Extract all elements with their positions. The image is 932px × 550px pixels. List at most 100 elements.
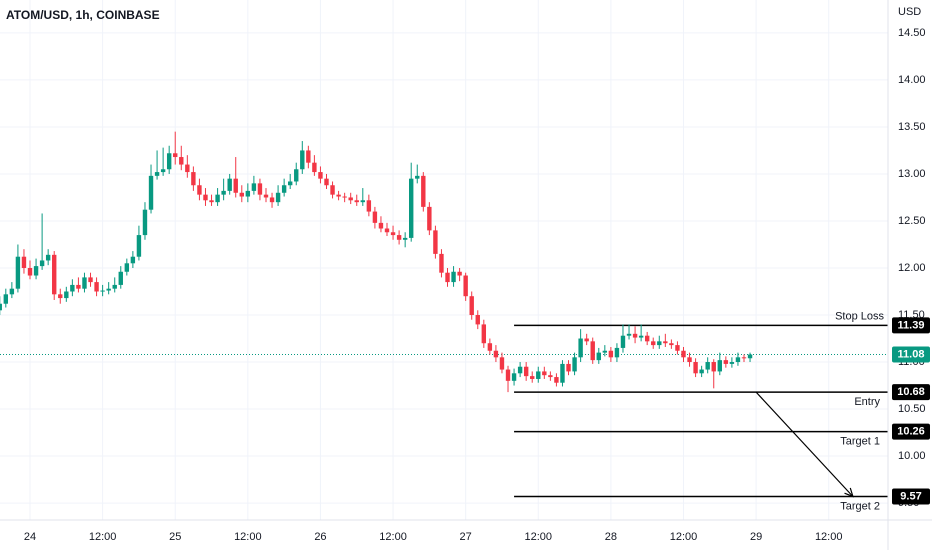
candle-body bbox=[390, 232, 396, 236]
candle-body bbox=[578, 338, 583, 358]
candle-body bbox=[572, 357, 577, 372]
candle-body bbox=[64, 291, 69, 299]
candle-body bbox=[632, 333, 638, 338]
candle-body bbox=[269, 197, 275, 203]
level-price-box bbox=[892, 488, 930, 505]
candle-body bbox=[675, 345, 680, 351]
candle-body bbox=[536, 371, 541, 379]
candle-body bbox=[281, 185, 287, 193]
candle-body bbox=[173, 153, 178, 158]
candle-body bbox=[348, 197, 353, 201]
candle-body bbox=[52, 254, 57, 295]
x-tick-label: 12:00 bbox=[815, 531, 843, 543]
candle-body bbox=[657, 341, 662, 346]
candle-body bbox=[306, 150, 311, 163]
level-price-label: 9.57 bbox=[900, 490, 921, 502]
candle-body bbox=[439, 253, 444, 273]
candle-body bbox=[723, 360, 729, 364]
x-tick-label: 12:00 bbox=[379, 531, 407, 543]
candle-body bbox=[469, 296, 474, 316]
candle-body bbox=[590, 341, 595, 361]
x-tick-label: 12:00 bbox=[670, 531, 698, 543]
candle-body bbox=[336, 194, 341, 197]
arrow-head bbox=[844, 487, 854, 498]
candle-body bbox=[136, 235, 142, 257]
candle-body bbox=[130, 256, 136, 264]
candle-body bbox=[415, 175, 420, 179]
last-price-box bbox=[892, 346, 930, 363]
candle-body bbox=[118, 271, 123, 285]
x-tick-label: 12:00 bbox=[234, 531, 262, 543]
candle-body bbox=[614, 347, 620, 358]
candle-body bbox=[554, 377, 559, 383]
candle-body bbox=[396, 235, 402, 240]
candle-body bbox=[88, 277, 93, 283]
candle-body bbox=[76, 284, 81, 289]
arrow-line bbox=[755, 391, 854, 497]
candle-body bbox=[584, 338, 589, 342]
candle-body bbox=[45, 254, 51, 261]
grid bbox=[0, 0, 888, 520]
candle-body bbox=[209, 200, 214, 203]
candle-body bbox=[354, 200, 359, 203]
candle-body bbox=[257, 183, 263, 195]
x-tick-label: 25 bbox=[169, 531, 181, 543]
y-tick-label: 10.50 bbox=[898, 403, 926, 415]
candle-body bbox=[106, 288, 111, 291]
chart-title: ATOM/USD, 1h, COINBASE bbox=[6, 8, 160, 22]
candle-body bbox=[275, 192, 281, 203]
candle-body bbox=[100, 290, 105, 292]
candle-body bbox=[608, 350, 614, 358]
candle-body bbox=[523, 366, 529, 377]
y-tick-label: 13.00 bbox=[898, 168, 926, 180]
candle-body bbox=[94, 282, 99, 292]
candle-body bbox=[457, 271, 462, 276]
y-tick-label: 12.00 bbox=[898, 262, 926, 274]
candle-body bbox=[366, 200, 372, 212]
candle-body bbox=[626, 333, 632, 336]
candle-body bbox=[185, 164, 190, 173]
x-tick-label: 26 bbox=[314, 531, 326, 543]
x-tick-label: 28 bbox=[605, 531, 617, 543]
candle-body bbox=[0, 303, 2, 311]
candle-body bbox=[378, 222, 384, 229]
candle-body bbox=[445, 272, 450, 283]
candle-body bbox=[517, 366, 523, 374]
candle-body bbox=[245, 190, 251, 197]
level-price-label: 11.39 bbox=[898, 319, 925, 331]
candle-body bbox=[644, 335, 650, 342]
x-tick-label: 27 bbox=[460, 531, 472, 543]
candle-body bbox=[294, 169, 299, 182]
candle-body bbox=[312, 162, 317, 173]
candle-body bbox=[499, 357, 505, 370]
level-label: Stop Loss bbox=[835, 310, 884, 322]
candle-body bbox=[160, 169, 166, 173]
candle-body bbox=[318, 172, 323, 179]
y-tick-label: 10.00 bbox=[898, 450, 926, 462]
candle-body bbox=[681, 350, 686, 358]
candle-body bbox=[511, 373, 517, 381]
candle-body bbox=[735, 357, 741, 363]
candle-body bbox=[372, 211, 378, 223]
y-tick-label: 13.50 bbox=[898, 121, 926, 133]
candle-body bbox=[203, 194, 208, 201]
candle-body bbox=[687, 357, 692, 363]
candle-body bbox=[421, 175, 426, 207]
candle-body bbox=[148, 175, 154, 210]
level-price-box bbox=[892, 384, 930, 401]
candle-body bbox=[239, 192, 244, 197]
level-price-label: 10.68 bbox=[897, 386, 925, 398]
candle-body bbox=[233, 178, 238, 193]
level-price-box bbox=[892, 317, 930, 334]
candle-body bbox=[227, 178, 232, 191]
candle-body bbox=[191, 172, 196, 186]
candle-body bbox=[112, 284, 117, 289]
x-tick-label: 12:00 bbox=[89, 531, 117, 543]
candle-body bbox=[58, 294, 63, 299]
candle-body bbox=[360, 200, 365, 203]
candle-body bbox=[142, 209, 148, 236]
y-tick-label: 14.50 bbox=[898, 27, 926, 39]
candle-body bbox=[693, 362, 698, 374]
